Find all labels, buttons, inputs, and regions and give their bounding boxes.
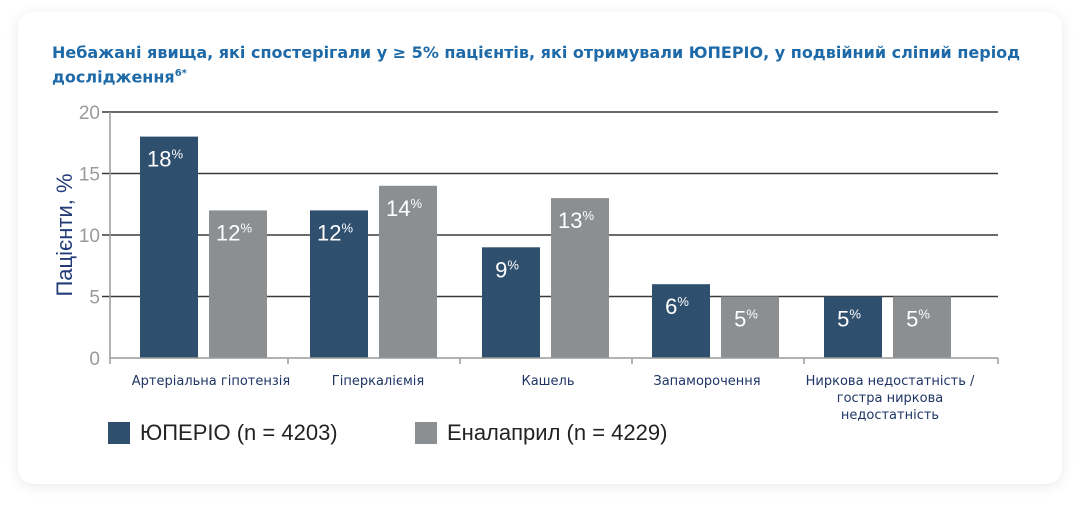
- bar: [824, 296, 882, 358]
- bar: [310, 210, 368, 358]
- y-axis-label: Пацієнти, %: [52, 173, 77, 296]
- legend-label: Еналаприл (n = 4229): [447, 420, 668, 445]
- bar: [379, 185, 437, 358]
- bar-value-label: 6%: [665, 294, 689, 319]
- title-text: Небажані явища, які спостерігали у ≥ 5% …: [52, 43, 1021, 87]
- x-category-label: Артеріальна гіпотензія: [132, 374, 290, 389]
- legend-item-series-1: ЮПЕРІО (n = 4203): [108, 420, 338, 446]
- y-tick-label: 0: [89, 349, 100, 370]
- x-category-label: Кашель: [521, 374, 574, 389]
- bar: [482, 247, 540, 358]
- x-category-label: Ниркова недостатність / гостра ниркова нед…: [806, 374, 975, 423]
- y-tick-label: 15: [79, 165, 100, 186]
- x-category-label: Запаморочення: [653, 374, 760, 389]
- y-tick-label: 5: [89, 288, 100, 309]
- y-tick-label: 10: [79, 226, 100, 247]
- y-tick-label: 20: [79, 103, 100, 124]
- bar: [209, 210, 267, 358]
- bar-value-label: 5%: [837, 307, 861, 332]
- bar-value-label: 14%: [386, 196, 422, 221]
- bar-value-label: 9%: [495, 257, 519, 282]
- legend-label: ЮПЕРІО (n = 4203): [140, 420, 338, 445]
- bar: [551, 198, 609, 358]
- legend-swatch: [415, 422, 437, 444]
- title-footnote: 6*: [174, 68, 187, 79]
- legend-swatch: [108, 422, 130, 444]
- bar: [652, 284, 710, 358]
- bar-value-label: 13%: [558, 208, 594, 233]
- bar: [721, 296, 779, 358]
- bar-value-label: 12%: [317, 220, 353, 245]
- bar: [893, 296, 951, 358]
- bar-value-label: 5%: [906, 307, 930, 332]
- bar: [140, 136, 198, 358]
- x-category-label: Гіперкаліємія: [332, 374, 424, 389]
- bar-value-label: 5%: [734, 307, 758, 332]
- bar-value-label: 18%: [147, 147, 183, 172]
- legend-item-series-2: Еналаприл (n = 4229): [415, 420, 667, 446]
- bar-value-label: 12%: [216, 220, 252, 245]
- chart-title: Небажані явища, які спостерігали у ≥ 5% …: [52, 42, 1032, 87]
